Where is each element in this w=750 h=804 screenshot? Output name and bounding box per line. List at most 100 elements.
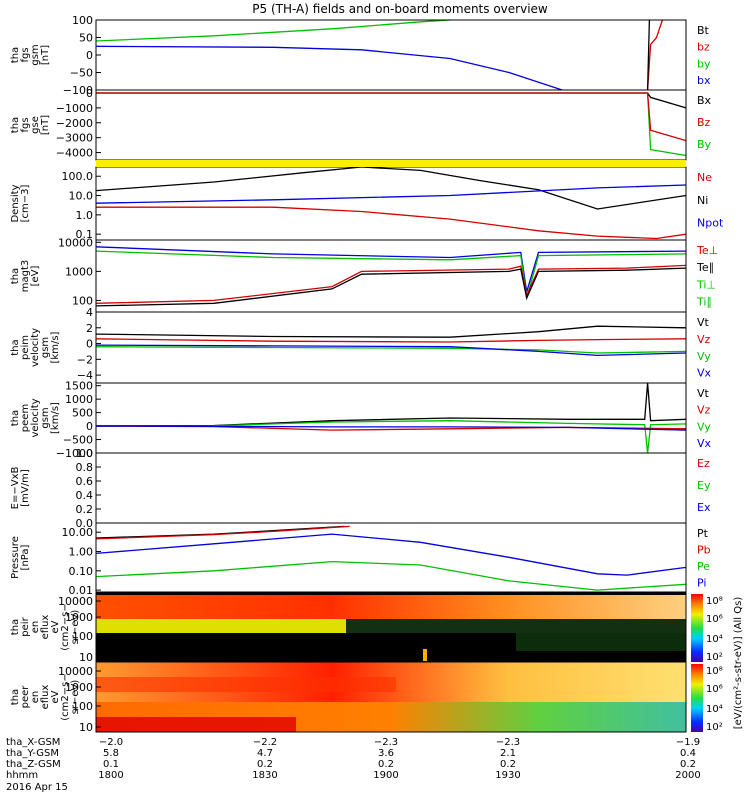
ytick-label: 0.0 bbox=[76, 517, 94, 530]
ytick-label: −500 bbox=[63, 434, 93, 447]
series-Pe bbox=[95, 560, 687, 591]
panel-peer_spectrogram: 10000 1000 100 10 tha peer en eflux eV (cm2−s− sr−… bbox=[10, 661, 687, 734]
series-Bt bbox=[646, 19, 651, 91]
series-Bz bbox=[96, 92, 687, 142]
legend-entry: bz bbox=[697, 41, 710, 54]
ytick-label: 0.4 bbox=[76, 489, 94, 502]
panel-ylabel-line: tha bbox=[10, 689, 21, 705]
spectrogram-band-low-right bbox=[516, 633, 686, 651]
ytick-label: 0 bbox=[86, 49, 93, 62]
xaxis-value: 0.1 bbox=[103, 759, 119, 770]
panel-frame bbox=[95, 166, 687, 241]
series-Vx bbox=[95, 344, 687, 357]
xaxis-value: 0.2 bbox=[680, 759, 696, 770]
colorbar-tick: 10² bbox=[706, 652, 723, 663]
colorbar-lower bbox=[691, 664, 703, 732]
series-Ti⊥ bbox=[95, 246, 687, 292]
legend-entry: Ti⊥ bbox=[696, 278, 716, 291]
xaxis-value: 5.8 bbox=[103, 748, 119, 759]
panel-ylabel-line: peir bbox=[20, 616, 31, 636]
panel-ylabel-line: eflux bbox=[40, 615, 51, 640]
panel-ylabel-line: tha bbox=[10, 47, 21, 63]
legend-entry: Bx bbox=[697, 94, 712, 107]
legend-entry: By bbox=[697, 138, 712, 151]
panel-ylabel-line: [nT] bbox=[40, 115, 51, 135]
ytick-label: −2 bbox=[77, 353, 93, 366]
figure-title: P5 (TH-A) fields and on-board moments ov… bbox=[252, 2, 548, 16]
xaxis-value: −2.2 bbox=[253, 737, 277, 748]
series-Pi bbox=[95, 533, 687, 576]
panel-ylabel-line: (cm2−s− bbox=[60, 673, 71, 720]
ytick-label: 10000 bbox=[58, 665, 93, 678]
panel-ylabel-line: [nPa] bbox=[20, 544, 31, 570]
ytick-label: −100 bbox=[63, 84, 93, 97]
panel-ylabel-line: tha bbox=[10, 619, 21, 635]
legend-entry: Ey bbox=[697, 479, 711, 492]
ytick-label: −50 bbox=[70, 67, 93, 80]
ytick-label: 500 bbox=[72, 407, 93, 420]
ytick-label: 50 bbox=[79, 32, 93, 45]
panel-ylabel-line: fgs bbox=[20, 117, 31, 132]
panel-density: 100.0 10.0 1.0 0.1 Density [cm−3] Ne Ni Npot bbox=[10, 166, 724, 241]
ytick-label: 0 bbox=[86, 420, 93, 433]
ytick-label: −4000 bbox=[56, 147, 93, 160]
legend-entry: Vz bbox=[697, 333, 711, 346]
legend-entry: Vx bbox=[697, 437, 712, 450]
panel-peim_velocity: 4 2 0 −2 −4 tha peim velocity gsm [km/s] Vt Vz Vy Vx bbox=[10, 306, 712, 384]
legend-entry: Vy bbox=[697, 420, 711, 433]
panel-frame bbox=[95, 452, 687, 524]
series-Vz bbox=[95, 338, 687, 343]
ytick-label: 0.6 bbox=[76, 475, 94, 488]
ytick-label: 1000 bbox=[65, 611, 93, 624]
x-axis-labels: tha_X-GSM −2.0 −2.2 −2.3 −2.3 −1.9 tha_Y-GSM 5.… bbox=[6, 737, 701, 793]
xaxis-row-name: tha_Z-GSM bbox=[6, 759, 61, 770]
ytick-label: 2 bbox=[86, 322, 93, 335]
series-bx bbox=[95, 45, 563, 91]
xaxis-value: 1930 bbox=[495, 770, 520, 781]
ytick-label: 10 bbox=[79, 721, 93, 734]
xaxis-value: 0.4 bbox=[680, 748, 696, 759]
colorbar-upper bbox=[691, 594, 703, 662]
ytick-label: 0.8 bbox=[76, 461, 94, 474]
legend-entry: Ni bbox=[697, 194, 708, 207]
ytick-label: 10000 bbox=[58, 236, 93, 249]
panel-peir_spectrogram: 10000 1000 100 10 tha peir en eflux eV (cm2−s− sr−… bbox=[10, 591, 687, 664]
ytick-label: 1000 bbox=[65, 265, 93, 278]
ytick-label: 10000 bbox=[58, 595, 93, 608]
ytick-label: −3000 bbox=[56, 132, 93, 145]
xaxis-value: 1800 bbox=[98, 770, 123, 781]
panel-fgs_gse: 0 −1000 −2000 −3000 −4000 tha fgs gse [nT] Bx Bz By bbox=[10, 87, 712, 161]
series-Vx bbox=[95, 425, 687, 431]
ytick-label: 100 bbox=[72, 294, 93, 307]
series-Te∥ bbox=[95, 267, 687, 307]
legend-entry: Te∥ bbox=[696, 261, 714, 274]
legend-entry: Bz bbox=[697, 116, 711, 129]
panel-ylabel-line: [cm−3] bbox=[20, 185, 31, 223]
series-Npot bbox=[95, 184, 687, 204]
panel-ylabel-line: eV bbox=[50, 620, 61, 633]
panel-ylabel-line: fgs bbox=[20, 47, 31, 62]
xaxis-row-name: tha_Y-GSM bbox=[6, 748, 59, 759]
panel-ylabel-line: gsm bbox=[30, 44, 41, 65]
ytick-label: 0.01 bbox=[69, 584, 94, 597]
ytick-label: 10.0 bbox=[69, 190, 94, 203]
panel-ylabel-line: Density bbox=[10, 184, 21, 222]
xaxis-value: 0.2 bbox=[500, 759, 516, 770]
series-Bx bbox=[96, 92, 687, 109]
panel-ylabel-line: eflux bbox=[40, 685, 51, 710]
ytick-label: 100.0 bbox=[62, 170, 94, 183]
legend-entry: Te⊥ bbox=[696, 244, 718, 257]
panel-ylabel-line: magt3 bbox=[20, 260, 31, 293]
spectrogram-band-mid-right bbox=[346, 619, 686, 633]
xaxis-value: −1.9 bbox=[676, 737, 700, 748]
series-Pb bbox=[95, 525, 350, 540]
panel-ylabel-line: en bbox=[30, 691, 41, 704]
panel-ylabel-line: gsm bbox=[40, 337, 51, 358]
colorbar-tick: 10⁸ bbox=[706, 596, 723, 607]
colorbar: 10⁸ 10⁶ 10⁴ 10² 10⁸ 10⁶ 10⁴ 10² [eV/(cm²-s-str-e… bbox=[691, 594, 744, 733]
spectrogram-band-hot bbox=[96, 677, 396, 692]
legend-entry: Ti∥ bbox=[696, 295, 712, 308]
series-Ti∥ bbox=[95, 250, 687, 299]
panel-ylabel-line: tha bbox=[10, 268, 21, 284]
panel-ylabel-line: peer bbox=[20, 685, 31, 709]
